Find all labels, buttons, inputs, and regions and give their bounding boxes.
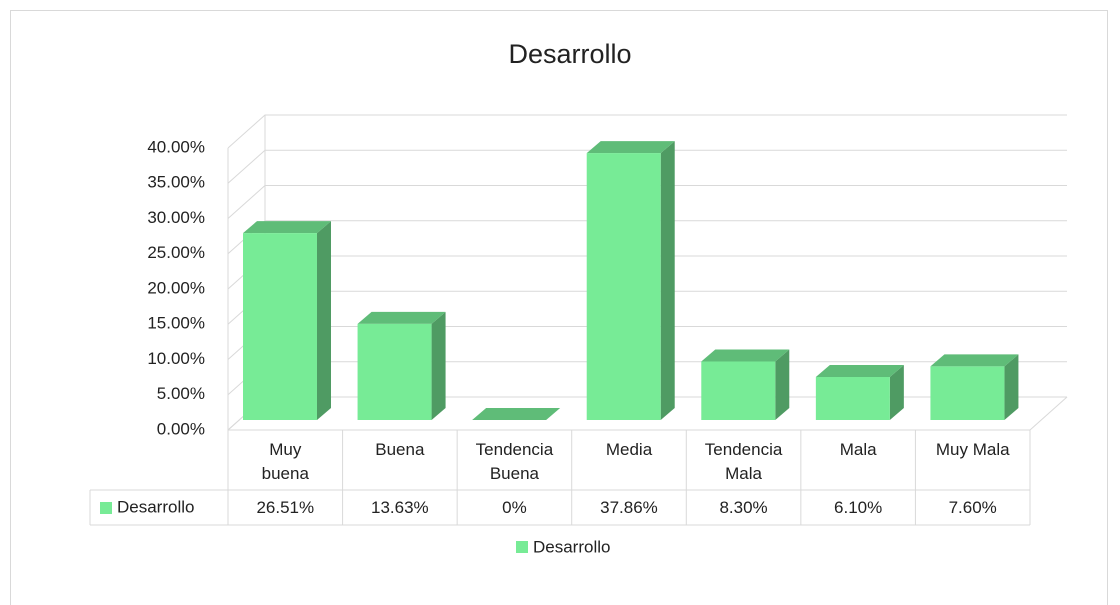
bar-side	[775, 349, 790, 420]
legend-label: Desarrollo	[533, 537, 610, 556]
table-value: 0%	[502, 498, 527, 517]
bar	[586, 153, 661, 420]
bar-side	[889, 364, 904, 420]
x-tick-label: Muy buena	[261, 440, 309, 483]
bar-top	[586, 141, 675, 154]
x-tick-label: Mala	[839, 440, 877, 459]
y-tick-label: 15.00%	[147, 314, 205, 333]
x-tick-label: Media	[605, 440, 653, 459]
bar-side	[1004, 354, 1019, 420]
legend-key	[516, 541, 528, 553]
grid-line	[227, 220, 1067, 255]
table-value: 6.10%	[834, 498, 883, 517]
bar-top	[930, 354, 1019, 367]
y-tick-label: 20.00%	[147, 278, 205, 297]
chart-title: Desarrollo	[508, 39, 631, 69]
y-tick-label: 10.00%	[147, 349, 205, 368]
bar	[930, 366, 1005, 420]
bar	[701, 361, 776, 420]
bar-top	[701, 349, 790, 362]
bar-side	[431, 311, 446, 420]
grid-line	[227, 114, 1067, 149]
y-tick-label: 30.00%	[147, 208, 205, 227]
x-tick-label: Tendencia Mala	[704, 440, 783, 483]
y-tick-label: 5.00%	[157, 384, 205, 403]
table-value: 13.63%	[371, 498, 429, 517]
x-tick-label: Tendencia Buena	[475, 440, 554, 483]
x-tick-label: Muy Mala	[935, 440, 1010, 459]
bar	[815, 376, 890, 420]
y-tick-label: 25.00%	[147, 243, 205, 262]
bar	[357, 323, 432, 420]
chart-border	[10, 10, 1108, 605]
grid-line	[227, 149, 1067, 184]
grid-line	[227, 185, 1067, 219]
floor-right	[1029, 396, 1068, 431]
bar-side	[660, 141, 675, 420]
bar-top	[243, 221, 331, 234]
bar-top	[357, 311, 446, 324]
y-tick-label: 35.00%	[147, 173, 205, 192]
table-value: 26.51%	[256, 498, 315, 517]
table-legend-key	[100, 502, 112, 514]
table-value: 37.86%	[600, 498, 658, 517]
table-value: 7.60%	[948, 498, 997, 517]
bar	[243, 233, 317, 420]
y-tick-label: 0.00%	[157, 419, 205, 438]
x-tick-label: Buena	[375, 440, 425, 459]
y-tick-label: 40.00%	[147, 137, 205, 156]
bar-side	[317, 221, 331, 420]
bar-top	[815, 364, 904, 377]
bar-top	[472, 408, 561, 420]
table-series-name: Desarrollo	[117, 497, 194, 516]
table-value: 8.30%	[719, 498, 768, 517]
